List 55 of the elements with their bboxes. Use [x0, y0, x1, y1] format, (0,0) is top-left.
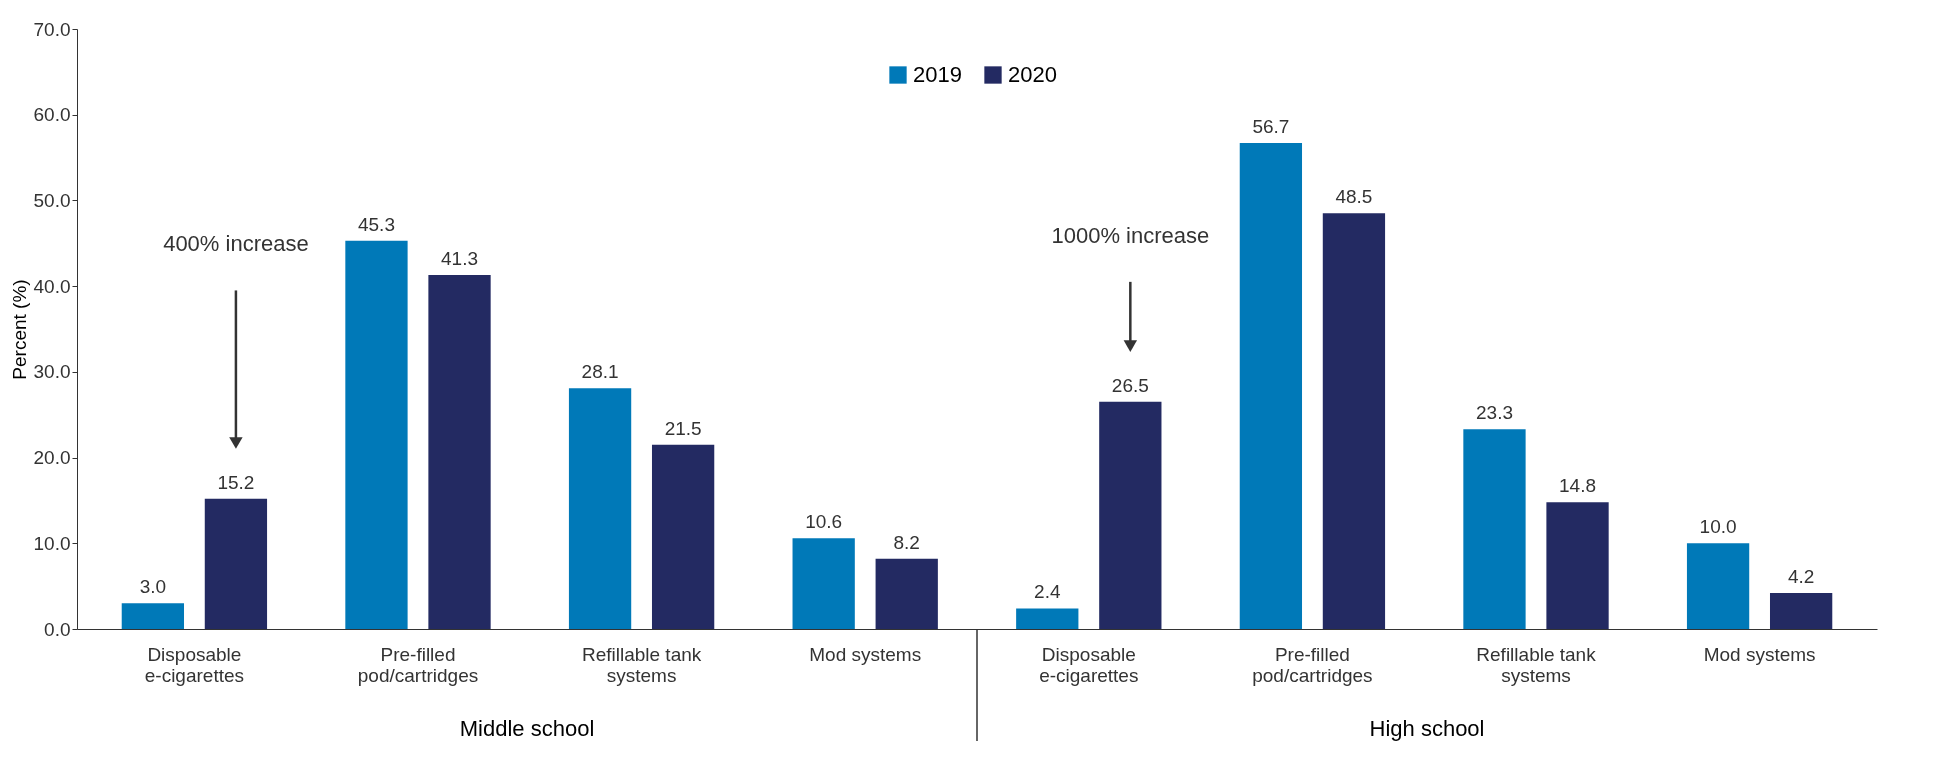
- data-label: 8.2: [893, 531, 920, 553]
- bar: [1769, 593, 1833, 629]
- x-tick-label: Mod systems: [1703, 643, 1816, 665]
- data-label: 21.5: [664, 417, 702, 439]
- bar: [1463, 429, 1526, 629]
- data-label: 4.2: [1787, 566, 1815, 587]
- x-tick-label: Mod systems: [809, 643, 922, 665]
- bar: [651, 444, 715, 629]
- bar: [1016, 608, 1079, 629]
- x-tick-label: Disposable e-cigarettes: [144, 643, 245, 686]
- text: Middle school: [459, 716, 595, 741]
- annotation: 400% increase: [163, 231, 309, 257]
- data-label: 26.5: [1111, 374, 1149, 396]
- data-label: 10.6: [805, 511, 843, 533]
- bar: [428, 275, 491, 629]
- y-tick-label: 0.0: [44, 618, 71, 640]
- bar: [121, 603, 185, 629]
- data-label: 3.0: [139, 576, 167, 598]
- annotation: 1000% increase: [1051, 222, 1210, 248]
- legend-label: 2020: [1008, 62, 1057, 87]
- data-label: 28.1: [581, 361, 619, 383]
- data-label: 2.4: [1034, 581, 1061, 603]
- data-label: 48.5: [1335, 186, 1373, 208]
- bar: [792, 538, 855, 629]
- bar: [1239, 143, 1303, 629]
- data-label: 56.7: [1252, 116, 1290, 137]
- text: High school: [1369, 716, 1485, 741]
- x-tick-label: Pre-filled pod/cartridges: [1252, 643, 1373, 686]
- bar: [568, 388, 632, 629]
- data-label: 10.0: [1699, 516, 1737, 538]
- data-label: 45.3: [357, 213, 395, 235]
- x-tick-label: Disposable e-cigarettes: [1039, 643, 1139, 686]
- data-label: 15.2: [217, 471, 255, 493]
- bar: [1686, 543, 1750, 629]
- bar: [875, 558, 938, 629]
- x-tick-label: Refillable tank systems: [1476, 643, 1597, 686]
- y-tick-label: 40.0: [33, 275, 71, 297]
- data-label: 41.3: [441, 248, 479, 269]
- x-tick-label: Pre-filled pod/cartridges: [357, 643, 479, 686]
- y-tick-label: 60.0: [33, 104, 71, 126]
- data-label: 14.8: [1559, 475, 1597, 497]
- bar: [1546, 502, 1609, 629]
- y-tick-label: 30.0: [33, 361, 71, 383]
- bar: [204, 498, 268, 629]
- bar: [1322, 213, 1386, 629]
- data-label: 23.3: [1475, 402, 1513, 424]
- legend-label: 2019: [913, 62, 962, 87]
- y-axis-title: Percent (%): [8, 279, 30, 380]
- y-tick-label: 70.0: [33, 18, 71, 40]
- x-tick-label: Refillable tank systems: [581, 643, 702, 686]
- y-tick-label: 20.0: [33, 447, 71, 469]
- bar: [1099, 401, 1162, 629]
- y-tick-label: 10.0: [33, 532, 71, 554]
- y-tick-label: 50.0: [33, 189, 71, 211]
- bar: [345, 240, 408, 629]
